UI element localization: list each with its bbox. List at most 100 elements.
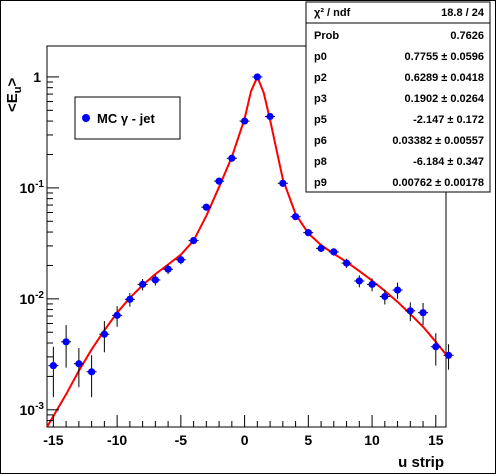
stats-label: p8	[314, 156, 327, 168]
data-marker	[62, 338, 70, 346]
stats-label: p2	[314, 72, 327, 84]
data-point	[290, 213, 301, 221]
x-tick-label: 15	[428, 432, 444, 448]
data-point	[265, 112, 276, 121]
stats-value: 0.03382 ± 0.00557	[392, 135, 484, 147]
data-marker	[330, 248, 338, 256]
data-marker	[279, 179, 287, 187]
data-marker	[432, 343, 440, 351]
data-point	[328, 248, 339, 256]
data-marker	[355, 277, 363, 285]
data-point	[188, 236, 199, 245]
data-marker	[139, 280, 147, 288]
stats-value: -6.184 ± 0.347	[413, 156, 484, 168]
stats-value: 0.6289 ± 0.0418	[405, 72, 484, 84]
data-marker	[317, 244, 325, 252]
data-marker	[113, 311, 121, 319]
data-marker	[75, 360, 83, 368]
y-tick-label: 10-3	[20, 401, 45, 418]
stats-label: Prob	[314, 30, 339, 42]
data-marker	[342, 259, 351, 267]
stats-value: 0.00762 ± 0.00178	[392, 177, 484, 189]
data-marker	[406, 307, 414, 315]
data-marker	[304, 229, 312, 237]
data-marker	[126, 295, 134, 303]
svg-text:<Eu>: <Eu>	[4, 78, 24, 113]
data-point	[341, 258, 352, 268]
data-point	[252, 73, 263, 81]
data-point	[99, 321, 110, 353]
y-axis-label-sub: u	[12, 87, 24, 94]
data-point	[354, 275, 365, 288]
data-marker	[151, 276, 159, 284]
data-marker	[240, 117, 249, 125]
data-marker	[381, 292, 389, 301]
data-marker	[393, 286, 402, 294]
fit-stats-box: χ² / ndf 18.8 / 24 Prob 0.7626 p0 0.7755 ± 0.…	[305, 1, 491, 193]
data-marker	[100, 330, 108, 338]
stats-label: p0	[314, 51, 327, 63]
legend-box	[74, 96, 181, 140]
legend-label: MC γ - jet	[97, 111, 155, 126]
legend: MC γ - jet	[74, 96, 181, 140]
x-tick-label: 5	[304, 432, 312, 448]
data-marker	[444, 351, 453, 359]
data-point	[214, 177, 225, 185]
stats-label: χ² / ndf	[314, 7, 351, 19]
data-marker	[49, 362, 57, 370]
stats-label: p3	[314, 93, 327, 105]
data-point	[443, 344, 454, 370]
stats-box-frame	[305, 1, 491, 193]
data-marker	[189, 236, 198, 245]
stats-value: 18.8 / 24	[441, 7, 485, 19]
data-point	[73, 348, 84, 388]
stats-value: -2.147 ± 0.172	[413, 114, 484, 126]
x-tick-label: 10	[364, 432, 380, 448]
data-point	[303, 229, 314, 237]
data-marker	[228, 154, 236, 162]
data-point	[175, 255, 186, 265]
stats-rows: χ² / ndf 18.8 / 24 Prob 0.7626 p0 0.7755 ± 0.…	[314, 7, 485, 189]
data-point	[239, 117, 250, 125]
data-points-layer	[48, 73, 454, 398]
y-axis-label-main: <E	[4, 93, 21, 112]
data-marker	[88, 368, 96, 376]
data-point	[163, 264, 174, 275]
data-marker	[164, 265, 172, 273]
data-marker	[177, 256, 185, 264]
x-axis: -15 -10 -5 0 5 10 15	[43, 415, 444, 448]
data-point	[418, 302, 429, 326]
stats-label: p9	[314, 177, 327, 189]
data-point	[61, 325, 72, 368]
data-point	[124, 292, 135, 307]
data-point	[226, 154, 237, 162]
x-tick-label: -5	[175, 432, 188, 448]
x-tick-label: -15	[43, 432, 63, 448]
x-tick-label: 0	[241, 432, 249, 448]
data-marker	[291, 213, 300, 221]
data-point	[137, 278, 148, 291]
data-point	[86, 355, 97, 398]
stats-value: 0.1902 ± 0.0264	[405, 93, 485, 105]
stats-label: p5	[314, 114, 327, 126]
data-marker	[253, 73, 261, 81]
stats-value: 0.7626	[450, 30, 484, 42]
data-marker	[419, 309, 427, 317]
data-point	[112, 306, 123, 327]
fit-curve	[46, 75, 447, 428]
fit-layer	[46, 75, 447, 428]
data-point	[392, 282, 403, 299]
y-tick-label: 10-2	[20, 290, 45, 307]
data-point	[379, 289, 390, 305]
data-marker	[368, 280, 376, 288]
data-marker	[215, 177, 223, 185]
data-point	[367, 278, 378, 292]
data-point	[150, 275, 161, 286]
x-tick-label: -10	[107, 432, 127, 448]
stats-label: p6	[314, 135, 327, 147]
data-marker	[266, 112, 274, 121]
y-axis: 10-3 10-2 10-1 1	[20, 69, 59, 428]
x-axis-label: u strip	[398, 454, 444, 471]
legend-marker	[82, 114, 90, 122]
